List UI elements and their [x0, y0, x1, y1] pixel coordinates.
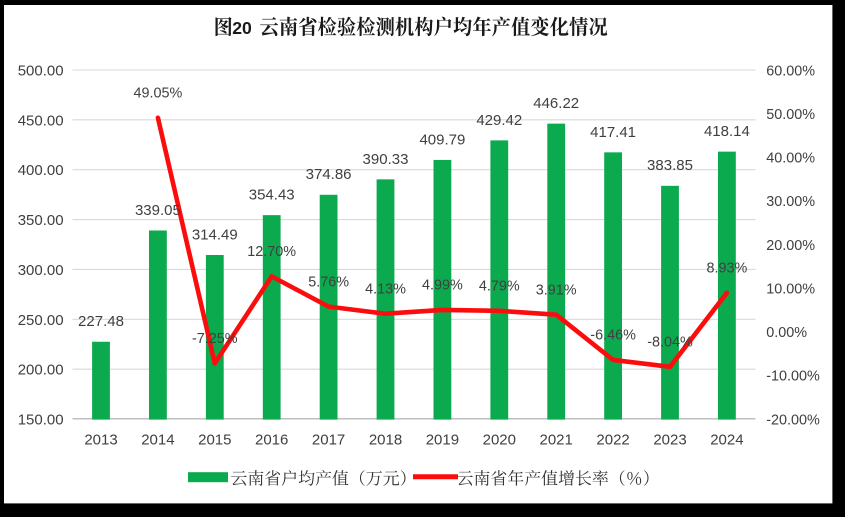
svg-text:2021: 2021	[540, 431, 573, 448]
svg-text:418.14: 418.14	[704, 123, 750, 140]
svg-text:4.13%: 4.13%	[365, 282, 406, 298]
svg-text:20: 20	[232, 18, 252, 38]
svg-text:10.00%: 10.00%	[766, 281, 815, 297]
svg-text:3.91%: 3.91%	[536, 282, 577, 298]
svg-text:12.70%: 12.70%	[247, 244, 296, 260]
svg-text:60.00%: 60.00%	[766, 63, 815, 79]
svg-text:400.00: 400.00	[18, 162, 64, 179]
svg-text:2013: 2013	[84, 431, 117, 448]
svg-text:446.22: 446.22	[533, 95, 579, 112]
svg-text:2014: 2014	[141, 431, 174, 448]
svg-text:0.00%: 0.00%	[766, 325, 807, 341]
svg-text:500.00: 500.00	[18, 63, 64, 80]
svg-text:2015: 2015	[198, 431, 231, 448]
svg-text:40.00%: 40.00%	[766, 151, 815, 167]
svg-text:250.00: 250.00	[18, 312, 64, 329]
svg-text:8.93%: 8.93%	[706, 261, 747, 277]
svg-text:150.00: 150.00	[18, 412, 64, 429]
svg-text:429.42: 429.42	[476, 112, 522, 129]
svg-text:-8.04%: -8.04%	[647, 335, 693, 351]
svg-text:2024: 2024	[710, 431, 743, 448]
svg-text:2019: 2019	[426, 431, 459, 448]
svg-text:-6.46%: -6.46%	[590, 328, 636, 344]
svg-text:417.41: 417.41	[590, 124, 636, 141]
svg-text:2023: 2023	[653, 431, 686, 448]
svg-text:-10.00%: -10.00%	[766, 369, 820, 385]
svg-text:5.76%: 5.76%	[308, 274, 349, 290]
svg-text:50.00%: 50.00%	[766, 107, 815, 123]
svg-text:354.43: 354.43	[249, 187, 295, 204]
svg-text:2022: 2022	[596, 431, 629, 448]
svg-text:300.00: 300.00	[18, 262, 64, 279]
svg-text:2020: 2020	[483, 431, 516, 448]
svg-text:2018: 2018	[369, 431, 402, 448]
svg-text:-20.00%: -20.00%	[766, 412, 820, 428]
svg-text:383.85: 383.85	[647, 157, 693, 174]
svg-text:390.33: 390.33	[363, 151, 409, 168]
svg-text:227.48: 227.48	[78, 313, 124, 330]
svg-text:409.79: 409.79	[419, 131, 465, 148]
svg-text:374.86: 374.86	[306, 166, 352, 183]
svg-text:350.00: 350.00	[18, 212, 64, 229]
svg-text:20.00%: 20.00%	[766, 238, 815, 254]
svg-text:-7.25%: -7.25%	[192, 331, 238, 347]
svg-text:200.00: 200.00	[18, 362, 64, 379]
svg-text:314.49: 314.49	[192, 226, 238, 243]
svg-text:2016: 2016	[255, 431, 288, 448]
svg-text:339.05: 339.05	[135, 202, 181, 219]
svg-text:30.00%: 30.00%	[766, 194, 815, 210]
svg-text:4.79%: 4.79%	[479, 279, 520, 295]
svg-text:2017: 2017	[312, 431, 345, 448]
svg-text:450.00: 450.00	[18, 112, 64, 129]
svg-text:49.05%: 49.05%	[133, 86, 182, 102]
svg-text:4.99%: 4.99%	[422, 278, 463, 294]
